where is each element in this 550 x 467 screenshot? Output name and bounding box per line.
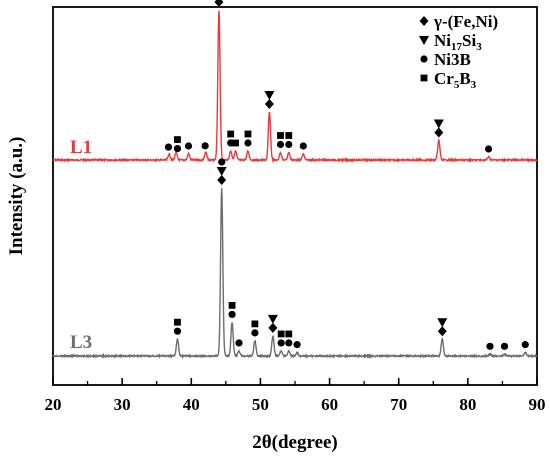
marker-L1-11-circle	[299, 142, 307, 150]
marker-L3-7-square	[285, 330, 293, 338]
marker-L3-10-circle	[486, 342, 494, 350]
marker-L3-5-diamond	[268, 322, 278, 333]
marker-L3-6-square	[277, 330, 285, 338]
legend-symbol-circle	[420, 55, 428, 63]
marker-L1-9-circle	[276, 140, 285, 149]
marker-L3-3-circle	[235, 339, 243, 347]
marker-L3-2-circle	[228, 310, 236, 318]
marker-L1-0-circle	[164, 143, 173, 151]
marker-L3-8-circle	[293, 341, 301, 349]
series-line-L1	[52, 10, 538, 164]
legend-symbol-triangle	[419, 36, 429, 45]
marker-L3-1-diamond	[217, 175, 227, 185]
marker-L3-6-circle	[277, 339, 285, 347]
marker-L1-7-circle	[244, 139, 252, 147]
x-tick-label-20: 20	[45, 395, 62, 414]
x-tick-label-80: 80	[459, 395, 476, 414]
x-tick-label-90: 90	[529, 395, 546, 414]
marker-L3-1-circle	[218, 158, 226, 166]
legend-label-1: Ni17Si3	[434, 31, 482, 53]
y-axis-label: Intensity (a.u.)	[6, 137, 27, 256]
marker-layer	[164, 0, 529, 350]
marker-L1-1-circle	[173, 144, 182, 153]
marker-L1-12-triangle	[433, 119, 444, 129]
marker-L3-0-circle	[173, 327, 182, 335]
x-tick-label-50: 50	[252, 395, 269, 414]
marker-L3-2-square	[228, 302, 236, 309]
marker-L3-9-triangle	[437, 318, 448, 328]
marker-L1-9-square	[277, 132, 284, 139]
marker-L3-7-circle	[285, 339, 293, 347]
series-labels: L1 L3	[70, 137, 92, 353]
marker-L3-11-circle	[500, 342, 509, 350]
marker-L1-8-triangle	[264, 91, 275, 100]
marker-L3-4-circle	[251, 329, 259, 337]
marker-L1-12-diamond	[434, 127, 444, 138]
marker-L1-5-square	[227, 130, 235, 138]
marker-L1-4-diamond	[214, 0, 224, 7]
marker-L3-0-square	[174, 318, 181, 326]
marker-L3-4-square	[251, 320, 259, 328]
marker-L1-1-square	[174, 136, 181, 143]
legend-symbol-square	[420, 74, 428, 82]
legend-label-3: Cr5B3	[434, 69, 477, 91]
marker-L3-1-triangle	[216, 167, 227, 176]
marker-L3-9-diamond	[437, 326, 447, 337]
marker-L1-7-square	[244, 130, 252, 138]
series-layer	[52, 10, 538, 360]
marker-L1-6-square	[232, 139, 239, 147]
marker-L1-8-diamond	[264, 99, 274, 109]
marker-L3-12-circle	[521, 341, 529, 349]
marker-L1-13-circle	[485, 145, 493, 153]
x-tick-label-40: 40	[183, 395, 200, 414]
marker-L1-2-circle	[184, 142, 193, 150]
marker-L1-10-square	[285, 132, 293, 139]
x-tick-label-70: 70	[390, 395, 407, 414]
series-label-L3: L3	[70, 332, 92, 353]
legend-symbol-diamond	[419, 16, 429, 26]
legend-label-2: Ni3B	[434, 50, 471, 69]
x-axis-label: 2θ(degree)	[252, 432, 338, 453]
legend-label-0: γ-(Fe,Ni)	[433, 12, 498, 31]
marker-L3-5-triangle	[267, 314, 278, 324]
x-tick-label-60: 60	[321, 395, 338, 414]
series-label-L1: L1	[70, 137, 92, 158]
series-line-L3	[52, 188, 538, 360]
marker-L1-3-circle	[201, 142, 209, 150]
x-tick-label-30: 30	[114, 395, 131, 414]
x-axis-ticks: 20 30 40 50 60 70 80 90	[45, 378, 546, 414]
marker-L1-10-circle	[285, 140, 293, 149]
